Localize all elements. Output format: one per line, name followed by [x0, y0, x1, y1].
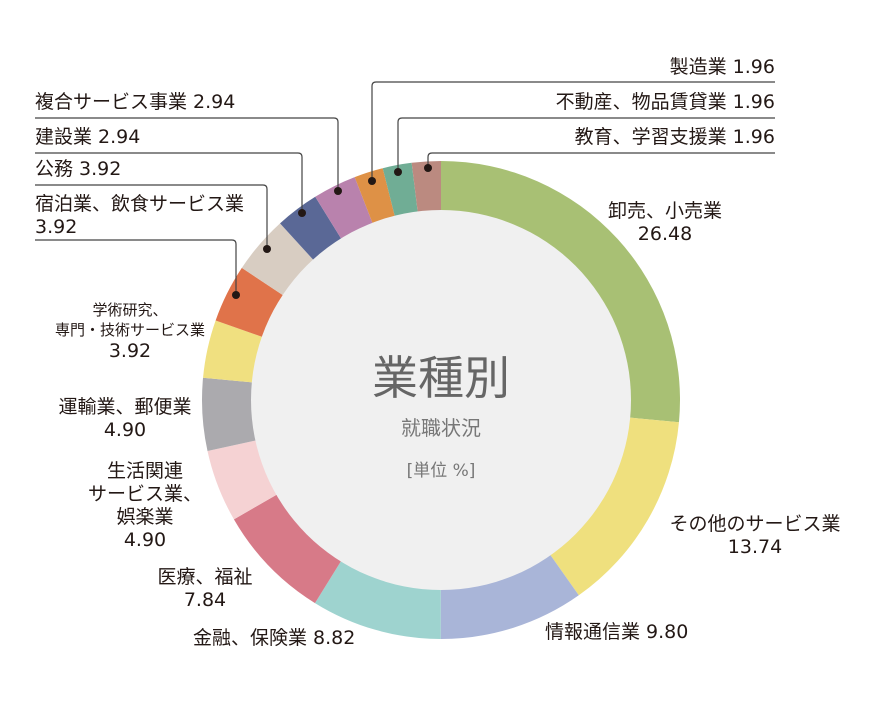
leader-dot	[394, 168, 402, 176]
label-text: その他のサービス業	[669, 513, 841, 535]
label-value: 26.48	[637, 223, 693, 245]
label-transport: 運輸業、郵便業 4.90	[40, 396, 210, 442]
leader-line-realestate	[397, 117, 775, 172]
donut-slice-4	[233, 493, 342, 604]
leader-dot	[424, 164, 432, 172]
leader-line-manufacturing	[371, 81, 775, 181]
leader-dot	[232, 291, 240, 299]
label-text: 卸売、小売業	[607, 200, 722, 222]
leader-dot	[334, 187, 342, 195]
label-text: 娯楽業	[116, 506, 174, 528]
donut-slice-7	[203, 320, 264, 383]
label-text: サービス業、	[87, 483, 202, 505]
label-wholesale: 卸売、小売業 26.48	[600, 200, 730, 246]
label-medical: 医療、福祉 7.84	[150, 566, 260, 612]
leader-line-education	[427, 152, 775, 168]
label-hotel: 宿泊業、飲食サービス業 3.92	[35, 193, 244, 239]
label-education: 教育、学習支援業 1.96	[574, 126, 775, 148]
donut-slice-2	[440, 553, 579, 639]
donut-slice-8	[215, 267, 285, 338]
donut-slice-1	[549, 417, 679, 596]
label-other-services: その他のサービス業 13.74	[650, 513, 860, 559]
leader-dot	[263, 245, 271, 253]
label-text: 医療、福祉	[157, 566, 253, 588]
label-text: 生活関連	[106, 460, 183, 482]
donut-slice-12	[354, 168, 396, 225]
donut-center	[251, 210, 631, 590]
leader-dot	[368, 177, 376, 185]
label-value: 3.92	[108, 340, 152, 362]
label-value: 4.90	[123, 529, 167, 551]
chart-subtitle: 就職状況	[401, 416, 481, 440]
label-realestate: 不動産、物品賃貸業 1.96	[555, 91, 775, 113]
chart-unit: [単位 %]	[406, 461, 476, 481]
donut-slice-14	[411, 161, 441, 214]
donut-slice-10	[280, 196, 343, 262]
leader-line-compound	[35, 117, 339, 191]
donut-slice-5	[207, 440, 279, 520]
donut-slice-0	[441, 161, 680, 423]
label-value: 7.84	[183, 589, 227, 611]
label-manufacturing: 製造業 1.96	[669, 56, 775, 78]
label-public: 公務 3.92	[35, 158, 122, 180]
leader-line-public	[35, 184, 268, 249]
donut-slice-13	[382, 162, 418, 218]
leader-line-hotel	[35, 239, 237, 295]
label-research: 学術研究、専門・技術サービス業 3.92	[45, 300, 215, 363]
leader-line-construction	[35, 152, 303, 213]
label-text: 運輸業、郵便業	[58, 396, 192, 418]
label-compound: 複合サービス事業 2.94	[35, 91, 236, 113]
label-it: 情報通信業 9.80	[545, 621, 689, 643]
donut-slice-11	[315, 177, 374, 241]
label-living-services: 生活関連 サービス業、 娯楽業 4.90	[80, 460, 210, 552]
chart-title: 業種別	[372, 351, 510, 405]
label-text: 宿泊業、飲食サービス業	[35, 193, 245, 215]
label-value: 3.92	[35, 216, 78, 238]
donut-slice-6	[202, 377, 258, 451]
label-finance: 金融、保険業 8.82	[193, 627, 356, 649]
label-construction: 建設業 2.94	[35, 126, 141, 148]
label-text: 専門・技術サービス業	[54, 321, 205, 339]
leader-dot	[298, 209, 306, 217]
donut-slice-3	[314, 559, 441, 639]
label-value: 13.74	[727, 536, 783, 558]
label-value: 4.90	[103, 419, 147, 441]
label-text: 学術研究、	[92, 301, 168, 319]
